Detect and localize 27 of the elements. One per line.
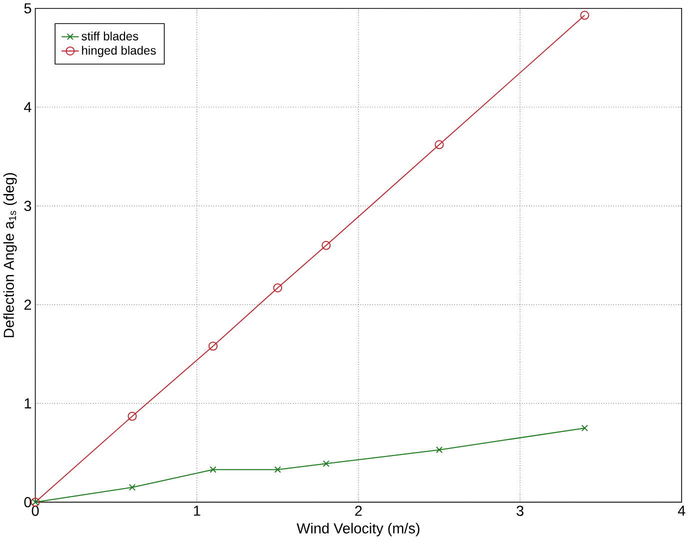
y-tick-label: 5 <box>24 4 32 14</box>
point <box>128 412 137 421</box>
y-tick-label: 4 <box>24 102 32 112</box>
point <box>128 484 136 491</box>
x-tick-label: 0 <box>32 506 39 516</box>
point <box>322 241 331 250</box>
point <box>580 10 590 20</box>
x-tick-label: 4 <box>678 506 686 516</box>
point <box>273 284 282 293</box>
y-tick-label: 3 <box>24 200 32 212</box>
y-tick-label: 0 <box>24 497 32 508</box>
point <box>581 424 588 432</box>
y-axis-title: Deflection Angle a$_{1s}$ (deg) <box>3 173 17 338</box>
x-tick-label: 1 <box>194 506 200 516</box>
x-tick-label: 3 <box>516 506 524 516</box>
y-tick-label: 2 <box>24 300 32 310</box>
y-tick-label: 1 <box>24 398 32 409</box>
legend-label: hinged blades <box>82 46 156 58</box>
legend-label: stiff blades <box>82 32 138 41</box>
point <box>274 466 282 474</box>
point <box>436 446 443 454</box>
point <box>322 460 330 468</box>
point <box>208 342 218 351</box>
point <box>434 140 444 150</box>
x-tick-label: 2 <box>355 506 362 516</box>
point <box>210 466 216 474</box>
x-axis-title: Wind Velocity (m/s) <box>296 523 420 536</box>
